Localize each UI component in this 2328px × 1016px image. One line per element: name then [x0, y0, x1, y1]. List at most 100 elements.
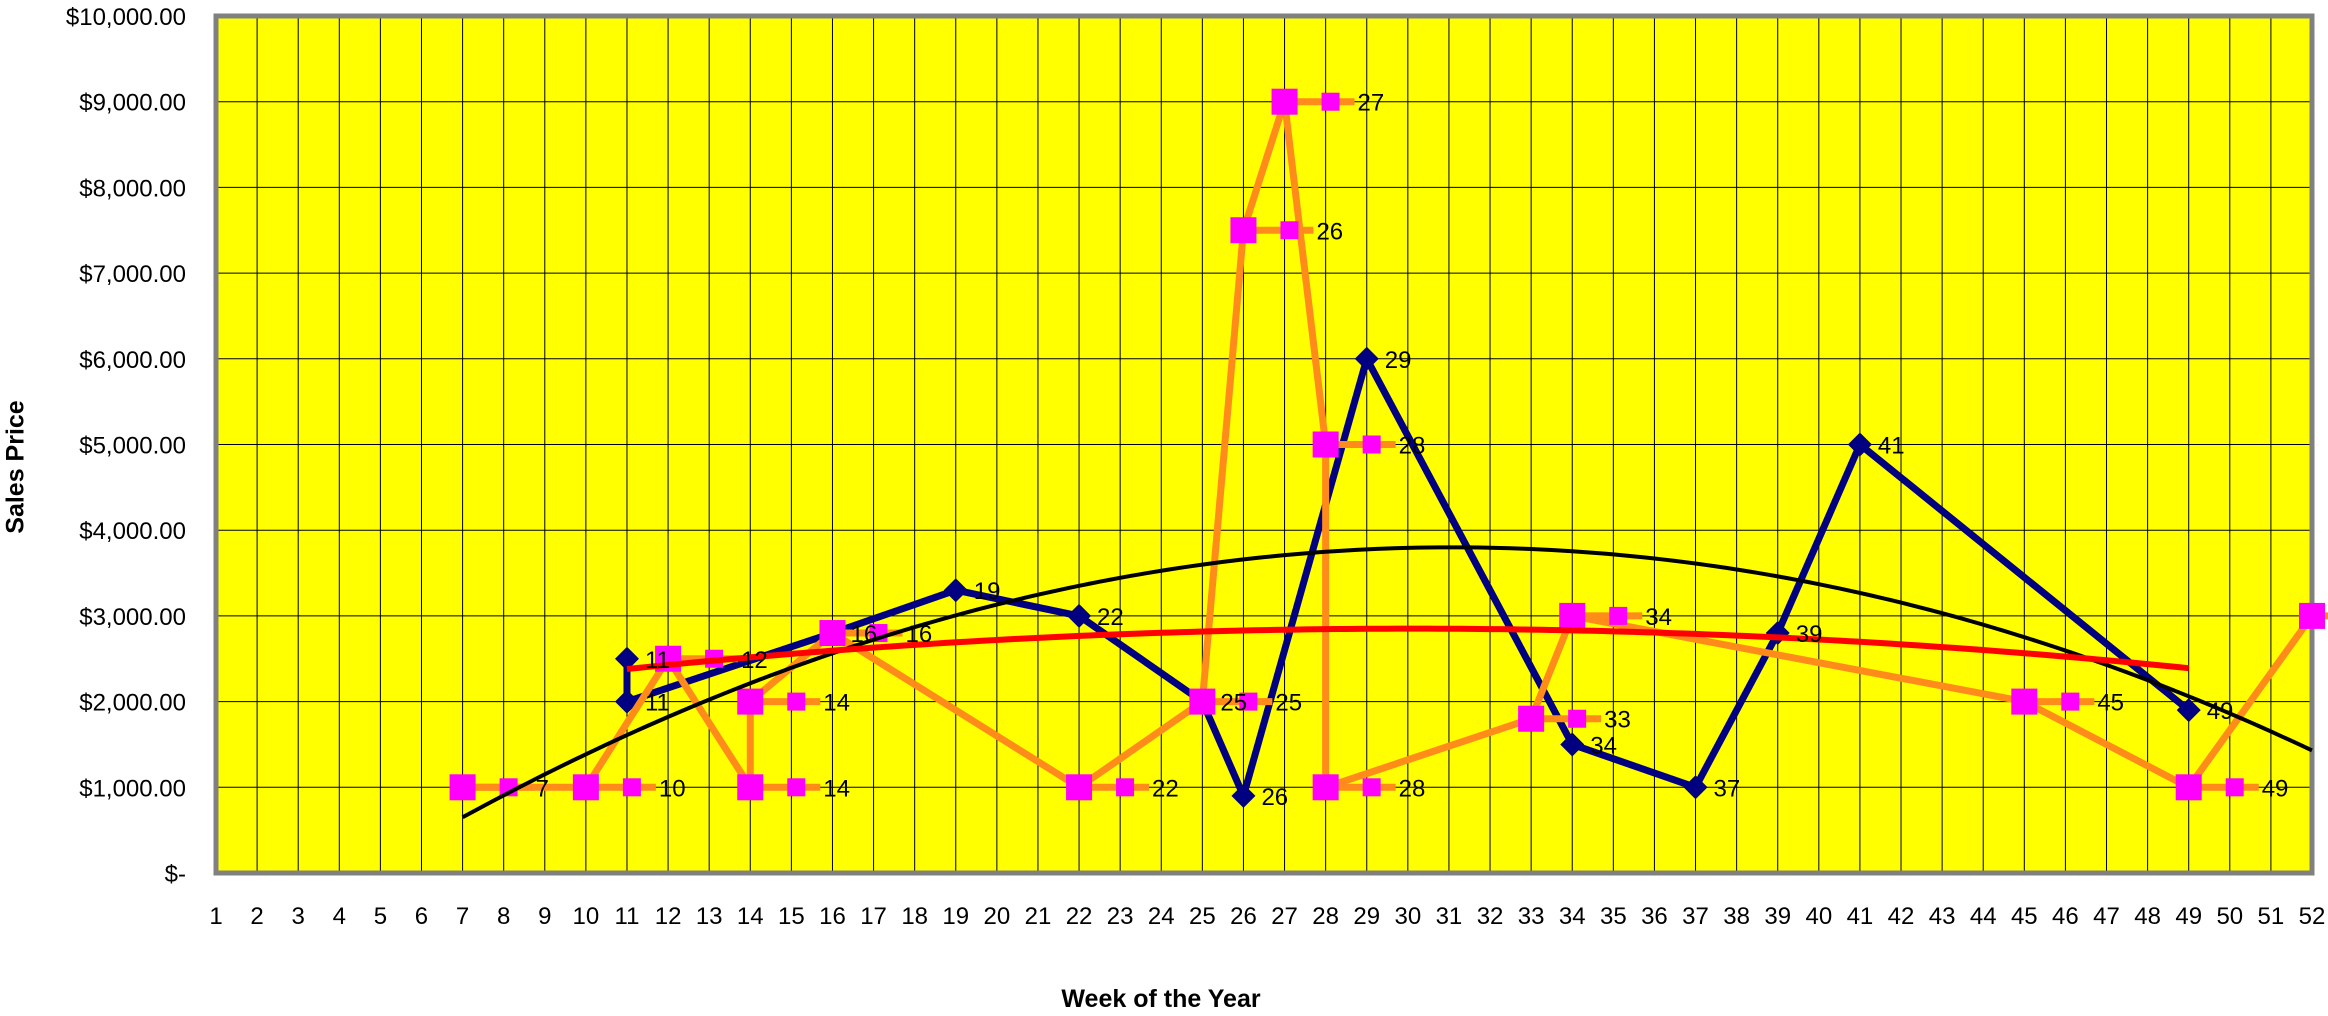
x-tick-label: 19 — [942, 903, 969, 930]
square-marker — [449, 774, 476, 801]
x-tick-label: 2 — [250, 903, 263, 930]
leader-square — [1239, 692, 1258, 711]
y-axis-ticks: $- $1,000.00 $2,000.00 $3,000.00 $4,000.00 $5… — [66, 4, 186, 888]
diamond-marker — [1354, 346, 1379, 371]
square-marker — [819, 620, 846, 647]
square-marker — [572, 774, 599, 801]
x-tick-label: 38 — [1723, 903, 1750, 930]
plot-frame — [213, 13, 2315, 876]
diamond-marker — [943, 578, 968, 603]
diamond-marker — [2176, 698, 2201, 723]
y-tick-label: $5,000.00 — [79, 433, 186, 460]
data-label: 12 — [741, 647, 768, 674]
data-label: 28 — [1399, 775, 1426, 802]
x-tick-label: 36 — [1641, 903, 1668, 930]
square-marker — [1189, 688, 1216, 715]
data-labels: 11 11 16 19 22 25 26 29 34 37 39 41 49 7 10 12 14 14 16 22 2… — [536, 90, 2289, 811]
y-tick-label: $10,000.00 — [66, 4, 186, 31]
x-tick-label: 28 — [1312, 903, 1339, 930]
series — [449, 88, 2328, 808]
x-tick-label: 20 — [984, 903, 1011, 930]
x-tick-label: 1 — [209, 903, 222, 930]
leader-square — [1362, 778, 1381, 797]
leader-square — [1568, 709, 1587, 728]
x-tick-label: 50 — [2216, 903, 2243, 930]
x-tick-label: 5 — [374, 903, 387, 930]
x-tick-label: 29 — [1353, 903, 1380, 930]
y-tick-label: $8,000.00 — [79, 175, 186, 202]
y-tick-label: $1,000.00 — [79, 775, 186, 802]
y-axis-title: Sales Price — [1, 400, 30, 534]
x-tick-label: 32 — [1477, 903, 1504, 930]
leader-square — [787, 778, 806, 797]
leader-square — [1280, 221, 1299, 240]
y-tick-label: $2,000.00 — [79, 690, 186, 717]
data-label: 49 — [2207, 698, 2234, 725]
x-tick-label: 22 — [1066, 903, 1093, 930]
y-tick-label: $4,000.00 — [79, 518, 186, 545]
data-label: 25 — [1220, 690, 1247, 717]
data-label: 39 — [1796, 621, 1823, 648]
data-label: 7 — [536, 775, 549, 802]
data-label: 22 — [1097, 604, 1124, 631]
x-tick-label: 3 — [292, 903, 305, 930]
data-label: 26 — [1316, 218, 1343, 245]
data-label: 29 — [1385, 347, 1412, 374]
square-marker — [1559, 602, 1586, 629]
trendline — [461, 545, 2313, 820]
x-tick-label: 11 — [615, 903, 640, 930]
x-axis-title: Week of the Year — [1061, 985, 1261, 1013]
data-label: 28 — [1399, 433, 1426, 460]
y-tick-label: $3,000.00 — [79, 604, 186, 631]
data-label: 34 — [1590, 732, 1617, 759]
data-label: 11 — [645, 690, 670, 717]
data-label: 16 — [905, 621, 932, 648]
x-tick-label: 44 — [1970, 903, 1997, 930]
data-label: 41 — [1878, 433, 1905, 460]
leader-square — [787, 692, 806, 711]
x-tick-label: 12 — [655, 903, 682, 930]
x-tick-label: 18 — [901, 903, 928, 930]
x-tick-label: 16 — [819, 903, 846, 930]
square-marker — [1230, 217, 1257, 244]
square-marker — [737, 688, 764, 715]
data-label: 33 — [1604, 707, 1631, 734]
data-label: 34 — [1645, 604, 1672, 631]
data-label: 45 — [2097, 690, 2124, 717]
y-tick-label: $6,000.00 — [79, 347, 186, 374]
data-label: 14 — [823, 775, 850, 802]
diamond-marker — [1067, 603, 1092, 628]
x-tick-label: 10 — [573, 903, 600, 930]
data-label: 16 — [850, 621, 877, 648]
x-tick-label: 23 — [1107, 903, 1134, 930]
x-tick-label: 25 — [1189, 903, 1216, 930]
data-label: 49 — [2262, 775, 2289, 802]
x-tick-label: 52 — [2299, 903, 2326, 930]
diamond-marker — [1560, 732, 1585, 757]
square-marker — [1518, 705, 1545, 732]
x-tick-label: 48 — [2134, 903, 2161, 930]
x-tick-label: 42 — [1888, 903, 1915, 930]
diamond-marker — [1683, 775, 1708, 800]
x-tick-label: 27 — [1271, 903, 1298, 930]
data-label: 11 — [645, 647, 670, 674]
square-marker — [1312, 774, 1339, 801]
leader-square — [2225, 778, 2244, 797]
x-tick-label: 21 — [1025, 903, 1052, 930]
data-label: 37 — [1714, 775, 1741, 802]
x-tick-label: 24 — [1148, 903, 1175, 930]
diamond-marker — [1847, 432, 1872, 457]
x-tick-label: 14 — [737, 903, 764, 930]
trendlines — [461, 545, 2313, 820]
x-tick-label: 45 — [2011, 903, 2038, 930]
x-tick-label: 7 — [456, 903, 469, 930]
x-tick-label: 30 — [1394, 903, 1421, 930]
data-label: 27 — [1358, 90, 1385, 117]
square-marker — [1271, 88, 1298, 115]
square-marker — [2011, 688, 2038, 715]
data-label: 22 — [1152, 775, 1179, 802]
square-marker — [1312, 431, 1339, 458]
x-tick-label: 26 — [1230, 903, 1257, 930]
